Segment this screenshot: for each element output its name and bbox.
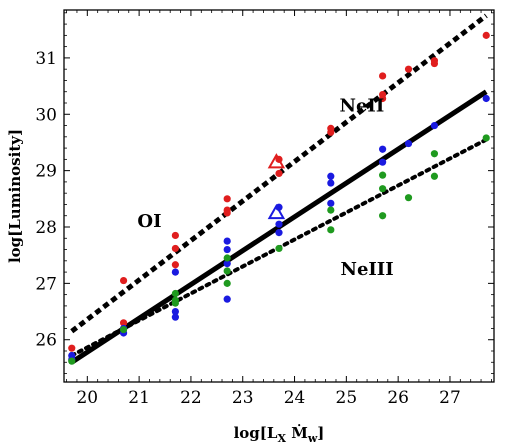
axis-ticks: 20 21 22 23 24 25 26 27 26 27 28 29 30 31: [35, 10, 494, 408]
data-point: [430, 172, 439, 180]
data-point: [171, 289, 179, 298]
data-point: [327, 206, 335, 214]
data-point: [275, 169, 283, 178]
data-point: [171, 307, 179, 316]
line-annotations: OI NeII NeIII: [137, 95, 393, 279]
y-tick-label: 26: [35, 331, 57, 351]
data-point: [171, 268, 179, 276]
data-point: [379, 158, 387, 166]
x-tick-label: 25: [336, 388, 358, 408]
x-tick-label: 23: [232, 388, 254, 408]
data-point: [171, 231, 179, 240]
data-point: [430, 150, 439, 158]
triangle-marker: [267, 153, 286, 169]
data-point: [379, 145, 387, 153]
data-point: [275, 244, 283, 253]
y-axis-label: log[Luminosity]: [6, 129, 24, 263]
y-tick-label: 30: [35, 105, 57, 125]
y-tick-label: 28: [35, 218, 57, 238]
data-point: [223, 254, 231, 262]
data-point: [68, 344, 76, 352]
data-point: [327, 172, 335, 180]
y-tick-label: 31: [35, 49, 57, 69]
data-point: [327, 199, 335, 207]
data-point: [327, 128, 335, 136]
data-point: [379, 171, 387, 179]
data-point: [379, 72, 387, 80]
data-point: [430, 121, 439, 130]
data-point: [68, 357, 76, 365]
data-point: [379, 185, 387, 193]
annotation-neiii: NeIII: [340, 259, 393, 280]
data-point: [171, 299, 179, 307]
x-tick-label: 21: [128, 388, 150, 408]
data-point: [119, 325, 128, 334]
data-point: [171, 313, 179, 321]
data-point: [119, 276, 128, 285]
data-point: [223, 279, 231, 287]
data-point: [223, 209, 231, 217]
x-tick-label: 22: [180, 388, 202, 408]
data-point: [482, 31, 490, 39]
data-point: [404, 194, 413, 202]
annotation-oi: OI: [137, 211, 161, 232]
y-tick-label: 29: [35, 162, 57, 182]
data-point: [379, 212, 387, 220]
data-point: [430, 59, 439, 68]
annotation-neii: NeII: [340, 95, 385, 116]
data-point: [223, 195, 231, 203]
data-point: [275, 229, 283, 237]
data-point: [171, 244, 179, 253]
y-tick-label: 27: [35, 274, 57, 294]
data-points: [68, 31, 490, 365]
data-point: [223, 260, 231, 268]
triangle-marker: [267, 203, 286, 220]
x-tick-label: 20: [76, 388, 98, 408]
x-tick-label: 26: [387, 388, 409, 408]
data-point: [404, 65, 413, 73]
x-axis-label: log[LX Ṁw]: [234, 424, 325, 445]
data-point: [171, 261, 179, 269]
fit-lines: [69, 13, 489, 365]
data-point: [223, 245, 231, 254]
data-point: [379, 94, 387, 103]
data-point: [327, 179, 335, 187]
data-point: [482, 134, 490, 142]
data-point: [327, 226, 335, 234]
data-point: [119, 319, 128, 327]
data-point: [482, 94, 490, 103]
open-triangle-markers: [267, 153, 286, 220]
plot-frame: [63, 9, 495, 383]
data-point: [223, 267, 231, 275]
x-tick-label: 24: [284, 388, 306, 408]
x-tick-label: 27: [439, 388, 461, 408]
data-point: [404, 139, 413, 148]
data-point: [223, 237, 231, 245]
data-point: [223, 295, 231, 303]
data-point: [275, 220, 283, 228]
